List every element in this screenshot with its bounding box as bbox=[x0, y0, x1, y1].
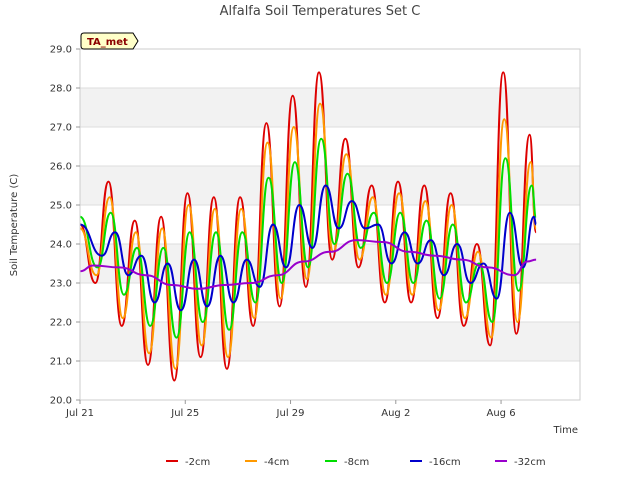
legend-label: -16cm bbox=[429, 457, 461, 468]
y-tick-label: 22.0 bbox=[50, 318, 72, 329]
x-tick-label: Aug 6 bbox=[487, 408, 516, 419]
series-line-minus-16cm bbox=[79, 184, 538, 312]
x-axis-ticks: Jul 21 Jul 25 Jul 29 Aug 2 Aug 6 bbox=[65, 400, 516, 419]
badge-label: TA_met bbox=[87, 37, 128, 48]
x-tick-label: Jul 21 bbox=[65, 408, 94, 419]
plot-frame bbox=[79, 48, 581, 401]
grid-band bbox=[80, 88, 580, 127]
grid-band bbox=[80, 322, 580, 361]
legend-label: -2cm bbox=[185, 457, 210, 468]
y-tick-label: 26.0 bbox=[50, 162, 72, 173]
y-tick-label: 29.0 bbox=[50, 45, 72, 56]
legend: -2cm -4cm -8cm -16cm -32cm bbox=[166, 457, 546, 468]
y-tick-label: 27.0 bbox=[50, 123, 72, 134]
y-tick-label: 25.0 bbox=[50, 201, 72, 212]
y-axis-label: Soil Temperature (C) bbox=[9, 174, 20, 277]
x-axis-label: Time bbox=[553, 425, 578, 436]
y-tick-label: 21.0 bbox=[50, 357, 72, 368]
x-tick-label: Aug 2 bbox=[381, 408, 410, 419]
y-axis-ticks: 20.0 21.0 22.0 23.0 24.0 25.0 26.0 27.0 28.0 29.0 bbox=[50, 45, 80, 407]
grid-band bbox=[80, 361, 580, 400]
grid-band bbox=[80, 49, 580, 88]
y-tick-label: 28.0 bbox=[50, 84, 72, 95]
series-line-minus-32cm bbox=[79, 239, 537, 290]
legend-label: -4cm bbox=[264, 457, 289, 468]
y-tick-label: 20.0 bbox=[50, 396, 72, 407]
station-badge: TA_met bbox=[80, 32, 139, 50]
chart-title: Alfalfa Soil Temperatures Set C bbox=[220, 4, 421, 19]
legend-label: -32cm bbox=[514, 457, 546, 468]
y-tick-label: 23.0 bbox=[50, 279, 72, 290]
x-tick-label: Jul 25 bbox=[170, 408, 199, 419]
x-tick-label: Jul 29 bbox=[276, 408, 305, 419]
badge-shape bbox=[80, 32, 139, 50]
series-layer bbox=[79, 71, 538, 382]
y-tick-label: 24.0 bbox=[50, 240, 72, 251]
grid-band bbox=[80, 127, 580, 166]
legend-label: -8cm bbox=[344, 457, 369, 468]
